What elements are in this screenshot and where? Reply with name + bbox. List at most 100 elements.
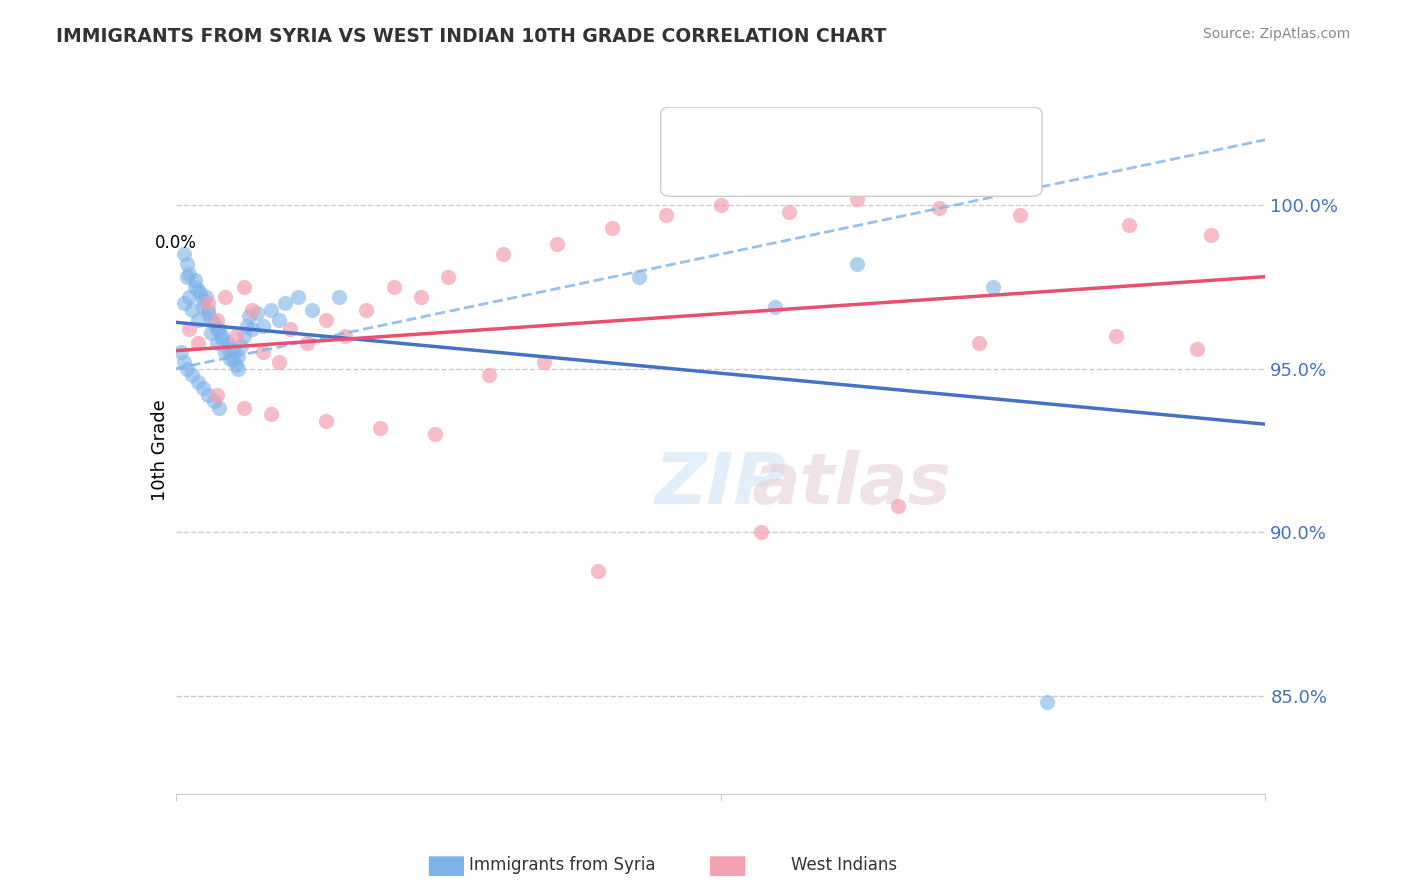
Point [409, 290, 432, 304]
Point [170, 345, 193, 359]
Point [211, 332, 233, 346]
Point [1199, 227, 1222, 242]
Point [627, 270, 650, 285]
Point [1036, 695, 1059, 709]
Point [240, 322, 263, 336]
Point [301, 302, 323, 317]
Point [200, 312, 222, 326]
Point [1187, 342, 1209, 356]
Point [173, 247, 195, 261]
Point [269, 312, 291, 326]
Point [586, 565, 609, 579]
Point [205, 322, 228, 336]
Point [205, 388, 228, 402]
Point [197, 296, 219, 310]
Point [222, 351, 245, 366]
Point [232, 280, 254, 294]
Point [173, 296, 195, 310]
Point [356, 302, 378, 317]
Point [197, 306, 219, 320]
Point [981, 280, 1004, 294]
Point [232, 329, 254, 343]
Point [533, 355, 555, 369]
Point [546, 237, 568, 252]
Text: atlas: atlas [751, 450, 952, 519]
Text: ZIP: ZIP [654, 450, 787, 519]
Point [191, 293, 214, 307]
Point [278, 322, 301, 336]
Point [225, 359, 247, 373]
Point [600, 221, 623, 235]
Point [191, 381, 214, 395]
Point [184, 273, 207, 287]
Point [186, 283, 209, 297]
Point [423, 427, 446, 442]
Point [333, 329, 356, 343]
Point [176, 361, 198, 376]
Point [260, 302, 283, 317]
Text: Immigrants from Syria: Immigrants from Syria [470, 856, 655, 874]
Point [287, 290, 309, 304]
Point [214, 345, 236, 359]
Point [173, 355, 195, 369]
Point [205, 312, 228, 326]
Point [179, 267, 201, 281]
Point [845, 257, 868, 271]
Point [969, 335, 991, 350]
Point [231, 339, 253, 353]
Point [197, 388, 219, 402]
Point [232, 401, 254, 415]
Point [188, 286, 211, 301]
Point [191, 300, 214, 314]
Point [186, 312, 209, 326]
Point [176, 257, 198, 271]
Point [184, 280, 207, 294]
Point [246, 306, 269, 320]
Point [252, 319, 274, 334]
Point [252, 345, 274, 359]
Text: West Indians: West Indians [790, 856, 897, 874]
Point [176, 270, 198, 285]
Text: IMMIGRANTS FROM SYRIA VS WEST INDIAN 10TH GRADE CORRELATION CHART: IMMIGRANTS FROM SYRIA VS WEST INDIAN 10T… [56, 27, 887, 45]
Point [222, 342, 245, 356]
Point [368, 420, 391, 434]
Point [260, 408, 283, 422]
Point [181, 302, 204, 317]
Point [228, 361, 250, 376]
Point [179, 290, 201, 304]
Text: 0.0%: 0.0% [155, 234, 197, 252]
Point [928, 202, 950, 216]
Legend: R = 0.072   N = 61, R = 0.500   N = 43: R = 0.072 N = 61, R = 0.500 N = 43 [734, 123, 969, 196]
Point [208, 401, 231, 415]
Point [186, 375, 209, 389]
Point [225, 329, 247, 343]
Point [886, 499, 908, 513]
Point [437, 270, 460, 285]
FancyBboxPatch shape [661, 107, 1042, 196]
Point [238, 310, 260, 324]
Point [1010, 208, 1032, 222]
Point [492, 247, 515, 261]
Point [269, 355, 291, 369]
Point [240, 302, 263, 317]
Point [655, 208, 678, 222]
Point [217, 342, 239, 356]
Point [228, 349, 250, 363]
Point [208, 322, 231, 336]
Point [217, 335, 239, 350]
Text: Source: ZipAtlas.com: Source: ZipAtlas.com [1202, 27, 1350, 41]
Point [202, 394, 225, 409]
Point [778, 204, 800, 219]
Point [845, 192, 868, 206]
Point [197, 302, 219, 317]
Point [315, 312, 337, 326]
Point [186, 335, 209, 350]
Point [1118, 218, 1140, 232]
Point [315, 414, 337, 428]
Point [235, 319, 257, 334]
Point [710, 198, 733, 212]
Point [382, 280, 405, 294]
Point [179, 322, 201, 336]
Point [295, 335, 318, 350]
Point [478, 368, 501, 383]
